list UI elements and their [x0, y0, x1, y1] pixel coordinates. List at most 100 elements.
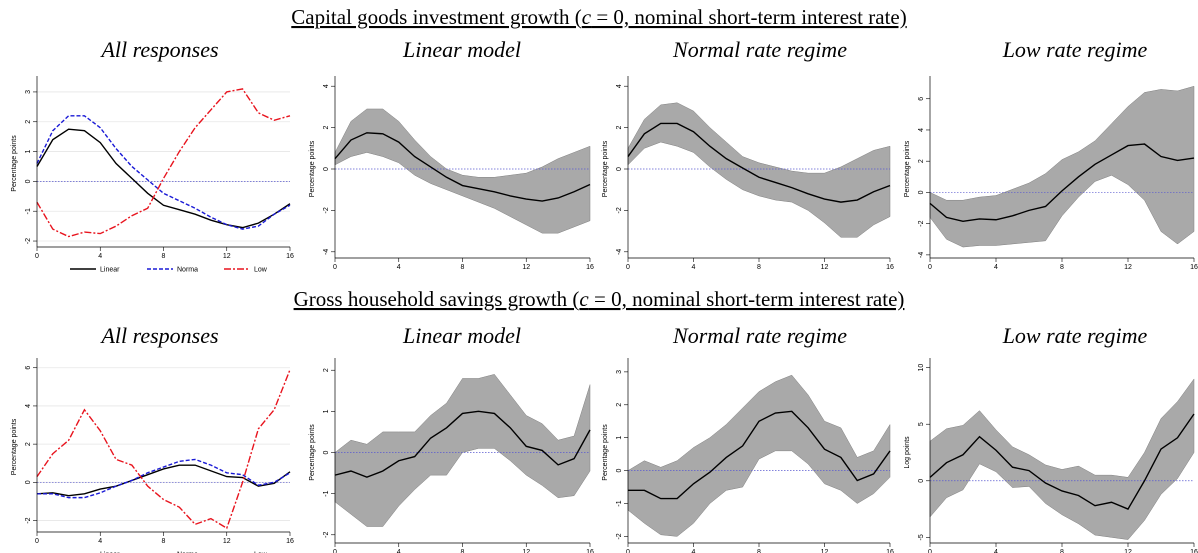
x-tick-label: 4	[397, 264, 401, 271]
x-tick-label: 0	[333, 549, 337, 553]
y-tick-label: 4	[918, 128, 925, 132]
y-tick-label: 2	[25, 120, 32, 124]
series-line	[36, 115, 291, 230]
y-axis-label: Percentage points	[309, 140, 316, 197]
confidence-band	[627, 102, 891, 238]
y-axis-label: Percentage points	[11, 418, 18, 475]
x-tick-label: 8	[162, 538, 166, 545]
x-tick-label: 16	[286, 253, 294, 260]
y-tick-label: 6	[918, 97, 925, 101]
x-tick-label: 8	[461, 549, 465, 553]
y-tick-label: -4	[323, 249, 330, 255]
panel-title: All responses	[99, 323, 218, 348]
x-tick-label: 16	[586, 549, 594, 553]
y-tick-label: 0	[323, 450, 330, 454]
y-axis-label: Log points	[904, 436, 911, 469]
heading-text: = 0, nominal short-term interest rate)	[589, 287, 905, 311]
x-tick-label: 12	[821, 549, 829, 553]
panel-title: Normal rate regime	[672, 37, 847, 62]
y-tick-label: 6	[25, 366, 32, 370]
x-tick-label: 16	[886, 549, 894, 553]
panel-title: Low rate regime	[1002, 37, 1148, 62]
confidence-band	[627, 374, 891, 537]
x-tick-label: 12	[522, 264, 530, 271]
series-line	[627, 122, 891, 203]
heading-text: Gross household savings growth (	[294, 287, 580, 311]
series-line	[36, 464, 291, 497]
y-tick-label: 10	[918, 364, 925, 372]
y-tick-label: 2	[323, 126, 330, 130]
series-line	[334, 132, 591, 202]
y-tick-label: 0	[25, 480, 32, 484]
x-tick-label: 8	[757, 549, 761, 553]
y-tick-label: 2	[323, 368, 330, 372]
series-line	[929, 143, 1195, 223]
y-tick-label: -2	[616, 207, 623, 213]
legend-label: Norma	[177, 552, 198, 553]
x-tick-label: 16	[586, 264, 594, 271]
y-tick-label: 0	[323, 167, 330, 171]
y-tick-label: -2	[323, 532, 330, 538]
y-tick-label: -2	[323, 207, 330, 213]
x-tick-label: 8	[1060, 549, 1064, 553]
y-tick-label: 3	[25, 90, 32, 94]
x-tick-label: 16	[1190, 549, 1198, 553]
y-tick-label: 1	[25, 150, 32, 154]
heading-text: Capital goods investment growth (	[291, 5, 581, 29]
x-tick-label: 4	[98, 253, 102, 260]
heading-var: c	[579, 287, 589, 311]
panel-title: Linear model	[402, 323, 521, 348]
x-tick-label: 0	[333, 264, 337, 271]
series-line	[334, 410, 591, 478]
legend-label: Norma	[177, 267, 198, 274]
confidence-band	[929, 85, 1195, 248]
legend-label: Low	[254, 552, 268, 553]
y-tick-label: 1	[616, 436, 623, 440]
y-tick-label: 4	[25, 404, 32, 408]
y-tick-label: 2	[918, 159, 925, 163]
y-tick-label: 2	[616, 403, 623, 407]
x-tick-label: 4	[98, 538, 102, 545]
y-tick-label: 4	[323, 84, 330, 88]
y-tick-label: -1	[25, 208, 32, 214]
y-tick-label: 0	[25, 179, 32, 183]
y-tick-label: 4	[616, 84, 623, 88]
y-tick-label: -5	[918, 534, 925, 540]
x-tick-label: 4	[692, 549, 696, 553]
x-tick-label: 0	[35, 538, 39, 545]
x-tick-label: 4	[397, 549, 401, 553]
x-tick-label: 8	[461, 264, 465, 271]
x-tick-label: 8	[757, 264, 761, 271]
y-tick-label: 0	[616, 167, 623, 171]
series-line	[929, 413, 1195, 510]
x-tick-label: 16	[886, 264, 894, 271]
section-heading: Capital goods investment growth (c = 0, …	[291, 5, 906, 29]
x-tick-label: 12	[821, 264, 829, 271]
series-line	[628, 410, 891, 500]
series-line	[36, 128, 291, 229]
y-tick-label: -2	[25, 238, 32, 244]
series-line	[36, 369, 291, 530]
section-heading: Gross household savings growth (c = 0, n…	[294, 287, 905, 311]
x-tick-label: 0	[626, 549, 630, 553]
x-tick-label: 12	[1124, 264, 1132, 271]
y-tick-label: -1	[616, 500, 623, 506]
panel-title: Low rate regime	[1002, 323, 1148, 348]
x-tick-label: 4	[994, 549, 998, 553]
y-tick-label: 5	[918, 422, 925, 426]
y-tick-label: 0	[616, 469, 623, 473]
y-tick-label: -2	[25, 517, 32, 523]
confidence-band	[929, 378, 1195, 540]
x-tick-label: 4	[994, 264, 998, 271]
x-tick-label: 12	[223, 538, 231, 545]
heading-text: = 0, nominal short-term interest rate)	[591, 5, 907, 29]
series-line	[37, 458, 291, 499]
x-tick-label: 12	[223, 253, 231, 260]
x-tick-label: 0	[626, 264, 630, 271]
y-tick-label: 3	[616, 370, 623, 374]
y-tick-label: -2	[918, 220, 925, 226]
legend-label: Linear	[100, 267, 120, 274]
y-tick-label: 1	[323, 409, 330, 413]
y-tick-label: -1	[323, 490, 330, 496]
